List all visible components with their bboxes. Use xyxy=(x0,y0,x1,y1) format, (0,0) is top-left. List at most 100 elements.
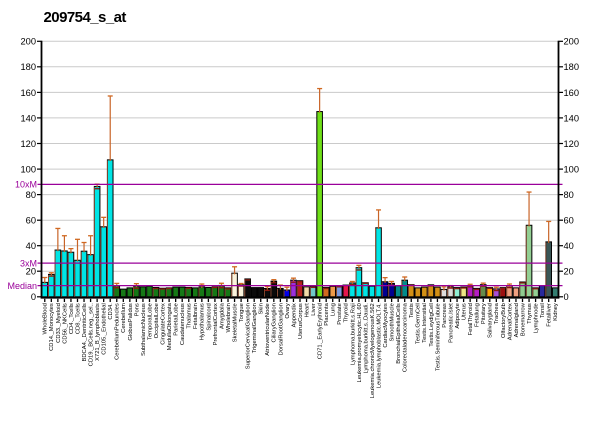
svg-text:Ovary: Ovary xyxy=(285,303,291,319)
svg-text:FetalThyroid: FetalThyroid xyxy=(468,303,474,335)
svg-text:GlobusPalidus: GlobusPalidus xyxy=(128,303,134,340)
svg-text:UterusCorpus: UterusCorpus xyxy=(298,303,304,339)
svg-text:OlfactoryBulb: OlfactoryBulb xyxy=(501,303,507,338)
svg-text:Median: Median xyxy=(7,281,37,291)
svg-text:Salivarygland: Salivarygland xyxy=(488,303,494,338)
svg-text:Pancreatic.Islet: Pancreatic.Islet xyxy=(448,303,454,343)
svg-text:80: 80 xyxy=(26,190,36,200)
svg-text:100: 100 xyxy=(564,165,580,175)
svg-text:120: 120 xyxy=(564,139,580,149)
svg-text:CD4._Tcells: CD4._Tcells xyxy=(69,303,75,334)
svg-text:CD19._BCells.neg._sel..: CD19._BCells.neg._sel.. xyxy=(88,303,94,367)
svg-text:Cerebellum: Cerebellum xyxy=(121,303,127,333)
svg-text:Pons: Pons xyxy=(134,303,140,316)
svg-text:Adrenalgland: Adrenalgland xyxy=(514,303,520,337)
svg-text:Skin: Skin xyxy=(259,303,265,314)
svg-text:CD56._NKCells: CD56._NKCells xyxy=(62,303,68,344)
svg-text:Lung: Lung xyxy=(331,303,337,316)
svg-text:160: 160 xyxy=(564,88,580,98)
svg-text:180: 180 xyxy=(564,62,580,72)
svg-text:TrigeminalGanglion: TrigeminalGanglion xyxy=(252,303,258,353)
svg-text:Prostate: Prostate xyxy=(337,303,343,325)
svg-text:CD8._Tcells: CD8._Tcells xyxy=(75,303,81,334)
svg-text:Leukemia.promyelocytic.HL.60: Leukemia.promyelocytic.HL.60 xyxy=(357,303,363,382)
svg-text:AdrenalCortex: AdrenalCortex xyxy=(507,303,513,340)
svg-text:200: 200 xyxy=(564,37,580,47)
svg-text:CardiacMyocytes: CardiacMyocytes xyxy=(383,303,389,348)
svg-text:SuperiorCervicalGanglion: SuperiorCervicalGanglion xyxy=(246,303,252,369)
svg-text:OccipitalLobe: OccipitalLobe xyxy=(154,303,160,338)
svg-text:CD33._Myeloid: CD33._Myeloid xyxy=(56,303,62,343)
svg-text:140: 140 xyxy=(564,113,580,123)
svg-text:Tonsil: Tonsil xyxy=(540,303,546,318)
svg-text:CD71._EarlyErythroid: CD71._EarlyErythroid xyxy=(318,303,324,359)
svg-text:Lymphnode: Lymphnode xyxy=(533,303,539,333)
svg-text:Uterus: Uterus xyxy=(462,303,468,320)
svg-text:AtrioventricularNode: AtrioventricularNode xyxy=(265,303,271,356)
svg-text:Leukemia.chronicMyelogenousK.5: Leukemia.chronicMyelogenousK.562 xyxy=(370,303,376,398)
svg-text:Pancreas: Pancreas xyxy=(442,303,448,328)
svg-text:TemporalLobe: TemporalLobe xyxy=(147,303,153,340)
svg-text:Hypothalamus: Hypothalamus xyxy=(200,303,206,340)
svg-text:Liver: Liver xyxy=(311,303,317,316)
svg-text:Wholebrain: Wholebrain xyxy=(226,303,232,332)
svg-text:Leukemia.lymphoblastic.MOLT.4.: Leukemia.lymphoblastic.MOLT.4. xyxy=(376,303,382,388)
svg-text:Thymus: Thymus xyxy=(527,303,533,324)
svg-text:Lymphoma.burkitt.s..Daudi.: Lymphoma.burkitt.s..Daudi. xyxy=(363,303,369,374)
svg-text:WholeBlood: WholeBlood xyxy=(43,303,49,334)
svg-text:Testis: Testis xyxy=(409,303,415,318)
svg-text:BronchialEpithelialCells: BronchialEpithelialCells xyxy=(396,303,402,364)
svg-text:Trachea: Trachea xyxy=(494,302,500,324)
svg-text:Pituitary: Pituitary xyxy=(481,303,487,324)
svg-text:80: 80 xyxy=(564,190,574,200)
svg-text:20: 20 xyxy=(26,267,36,277)
svg-text:Fetalbrain: Fetalbrain xyxy=(193,303,199,329)
svg-text:Lymphoma.burkitt.s.Raji: Lymphoma.burkitt.s.Raji xyxy=(350,303,356,365)
svg-text:209754_s_at: 209754_s_at xyxy=(44,9,127,26)
svg-text:120: 120 xyxy=(20,139,36,149)
svg-text:Testis.SeminiferousTubule: Testis.SeminiferousTubule xyxy=(435,303,441,371)
svg-text:DorsalRootGanglion: DorsalRootGanglion xyxy=(278,303,284,355)
svg-text:0: 0 xyxy=(31,292,36,302)
svg-text:140: 140 xyxy=(20,113,36,123)
svg-text:CD34.: CD34. xyxy=(108,303,114,320)
svg-text:SkeletalMuscle: SkeletalMuscle xyxy=(232,303,238,342)
svg-text:60: 60 xyxy=(26,216,36,226)
svg-text:0: 0 xyxy=(564,292,569,302)
svg-text:Thalamus: Thalamus xyxy=(187,303,193,329)
svg-text:Placenta: Placenta xyxy=(324,302,330,325)
svg-text:160: 160 xyxy=(20,88,36,98)
svg-text:Testis.GermCell: Testis.GermCell xyxy=(416,303,422,344)
svg-text:ParietalLobe: ParietalLobe xyxy=(174,303,180,336)
svg-text:20: 20 xyxy=(564,267,574,277)
svg-text:10xM: 10xM xyxy=(15,180,37,190)
svg-text:Testis.LeydigCell: Testis.LeydigCell xyxy=(429,303,435,347)
svg-text:Fetalliver: Fetalliver xyxy=(547,303,553,327)
svg-text:CerebellumPeduncles: CerebellumPeduncles xyxy=(115,303,121,360)
svg-text:PrefrontalCortex: PrefrontalCortex xyxy=(213,303,219,345)
svg-text:CiliaryGanglion: CiliaryGanglion xyxy=(272,303,278,342)
svg-text:Tongue: Tongue xyxy=(239,303,245,322)
svg-text:Thyroid: Thyroid xyxy=(344,303,350,322)
svg-text:60: 60 xyxy=(564,216,574,226)
svg-text:Caudatenucleus: Caudatenucleus xyxy=(180,303,186,345)
svg-text:Amygdala: Amygdala xyxy=(219,302,225,329)
svg-text:180: 180 xyxy=(20,62,36,72)
svg-text:Bonemarrow: Bonemarrow xyxy=(520,302,526,336)
svg-text:100: 100 xyxy=(20,165,36,175)
svg-text:CingulateCortex: CingulateCortex xyxy=(160,303,166,345)
svg-text:3xM: 3xM xyxy=(20,258,37,268)
svg-text:Kidney: Kidney xyxy=(553,303,559,321)
svg-text:SmoothMuscle: SmoothMuscle xyxy=(390,303,396,341)
svg-text:Adipocyte: Adipocyte xyxy=(455,303,461,328)
svg-text:Appendix: Appendix xyxy=(291,303,297,327)
svg-text:CD105._Endothelial: CD105._Endothelial xyxy=(102,303,108,355)
svg-text:Heart: Heart xyxy=(304,303,310,318)
svg-text:Fetallung: Fetallung xyxy=(475,303,481,327)
svg-text:Colorectaladenocarcinoma: Colorectaladenocarcinoma xyxy=(403,302,409,372)
svg-text:CD14._Monocytes: CD14._Monocytes xyxy=(49,303,55,351)
svg-text:Spinalcord: Spinalcord xyxy=(206,303,212,330)
svg-text:SubthalamicNucleus: SubthalamicNucleus xyxy=(141,303,147,356)
svg-text:MedullaOblongata: MedullaOblongata xyxy=(167,302,173,350)
svg-text:Testis.Intersitial: Testis.Intersitial xyxy=(422,303,428,343)
